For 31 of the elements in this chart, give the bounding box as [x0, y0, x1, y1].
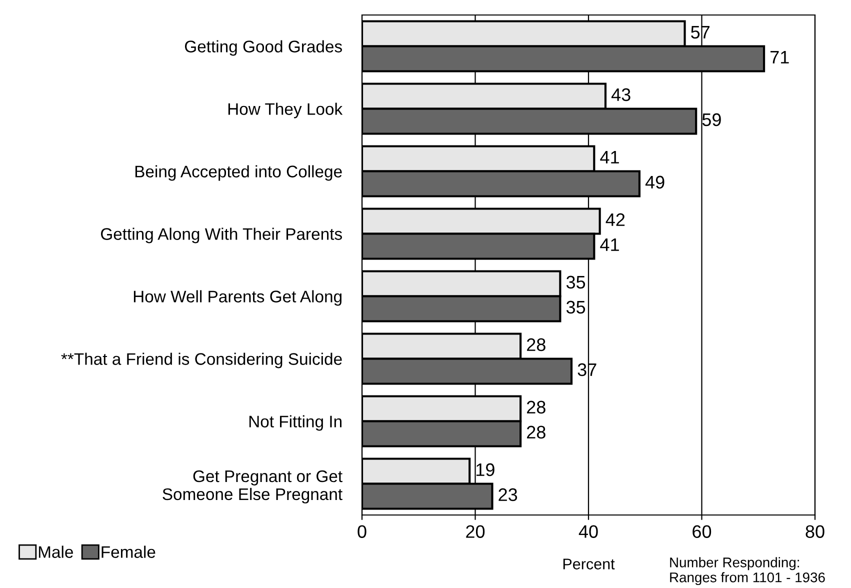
data-label: 71 — [770, 50, 789, 64]
y-tick-label: Get Pregnant or Get Someone Else Pregnant — [162, 470, 342, 504]
data-label: 28 — [527, 338, 546, 352]
x-tick-label: 80 — [806, 525, 824, 538]
x-tick-label: 60 — [692, 525, 712, 538]
data-label: 41 — [600, 238, 619, 251]
data-label: 35 — [566, 300, 586, 314]
data-label: 43 — [611, 88, 630, 102]
data-label: 41 — [600, 150, 619, 164]
data-label: 35 — [566, 276, 586, 289]
data-label: 28 — [527, 426, 546, 439]
data-label: 42 — [606, 213, 625, 226]
x-axis-title: Percent — [563, 558, 615, 570]
data-label: 59 — [702, 113, 721, 126]
y-tick-label: Getting Good Grades — [184, 40, 342, 56]
y-tick-label: Being Accepted into College — [135, 165, 342, 181]
x-tick-label: 20 — [466, 525, 485, 538]
y-tick-label: How They Look — [228, 102, 343, 118]
y-tick-label: Not Fitting In — [249, 415, 342, 431]
x-tick-label: 0 — [358, 525, 366, 538]
data-label: 19 — [476, 463, 494, 476]
legend-label: Male — [38, 546, 73, 558]
data-label: 23 — [498, 488, 518, 502]
legend-label: Female — [102, 546, 156, 558]
y-tick-label: **That a Friend is Considering Suicide — [61, 352, 342, 368]
data-label: 49 — [645, 176, 664, 189]
x-tick-label: 40 — [578, 525, 598, 538]
y-tick-label: Getting Along With Their Parents — [100, 228, 342, 244]
data-label: 28 — [527, 400, 546, 414]
y-tick-label: How Well Parents Get Along — [134, 290, 342, 306]
text: Number Responding: Ranges from 1101 - 1936 — [670, 557, 825, 586]
